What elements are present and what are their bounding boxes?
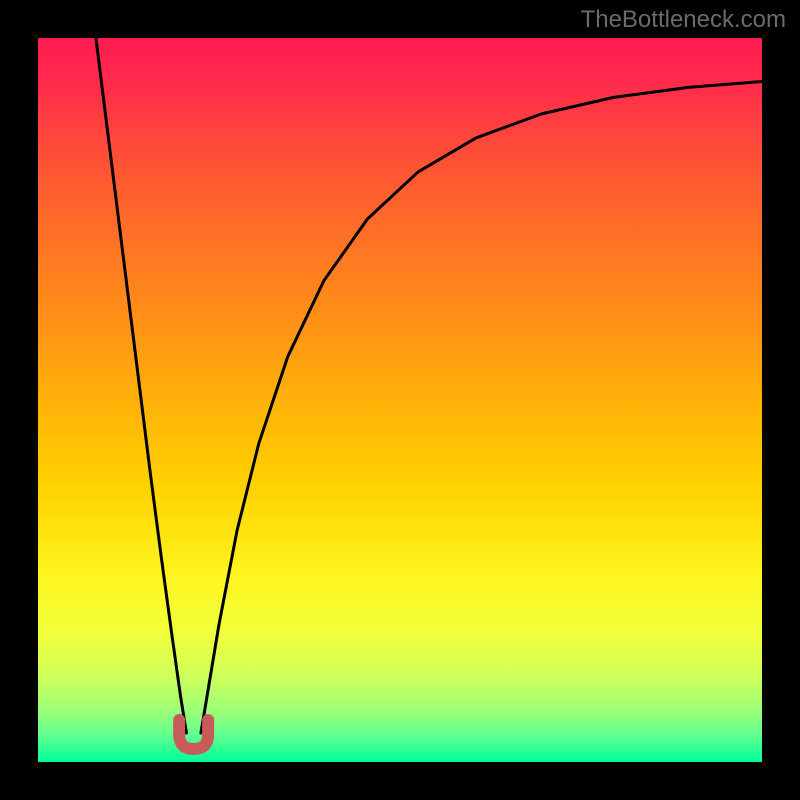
bottleneck-curve: [38, 38, 762, 762]
plot-area: [38, 38, 762, 762]
chart-frame: TheBottleneck.com: [0, 0, 800, 800]
watermark-text: TheBottleneck.com: [581, 6, 786, 34]
curve-path: [96, 38, 762, 733]
minimum-marker: [179, 720, 208, 749]
